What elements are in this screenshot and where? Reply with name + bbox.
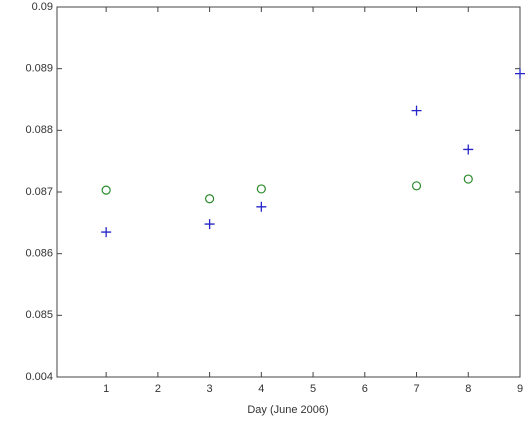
plus-marker bbox=[204, 219, 215, 230]
x-tick-label: 8 bbox=[465, 383, 471, 395]
plot-frame bbox=[56, 6, 521, 378]
y-tick-label: 0.087 bbox=[25, 186, 53, 198]
plus-marker bbox=[463, 144, 474, 155]
y-tick-label: 0.004 bbox=[25, 371, 53, 383]
x-tick-label: 4 bbox=[258, 383, 264, 395]
x-tick-label: 3 bbox=[207, 383, 213, 395]
circle-marker bbox=[463, 174, 473, 184]
y-tick-label: 0.09 bbox=[32, 1, 53, 13]
x-axis-label: Day (June 2006) bbox=[247, 404, 328, 416]
y-tick-label: 0.088 bbox=[25, 124, 53, 136]
x-tick-label: 1 bbox=[103, 383, 109, 395]
circle-marker bbox=[256, 184, 266, 194]
circle-marker bbox=[205, 194, 215, 204]
circle-marker bbox=[411, 181, 422, 191]
x-tick-label: 9 bbox=[517, 383, 523, 395]
x-tick-label: 2 bbox=[155, 383, 161, 395]
y-tick-label: 0.085 bbox=[25, 309, 53, 321]
plus-marker bbox=[101, 227, 112, 238]
x-tick-label: 5 bbox=[310, 383, 316, 395]
circle-marker bbox=[101, 185, 111, 195]
x-tick-label: 6 bbox=[362, 383, 368, 395]
plus-marker bbox=[515, 68, 525, 79]
plus-marker bbox=[411, 105, 422, 116]
y-tick-label: 0.086 bbox=[25, 248, 53, 260]
x-tick-label: 7 bbox=[413, 383, 419, 395]
y-tick-label: 0.089 bbox=[25, 63, 53, 75]
plus-marker bbox=[256, 201, 267, 212]
